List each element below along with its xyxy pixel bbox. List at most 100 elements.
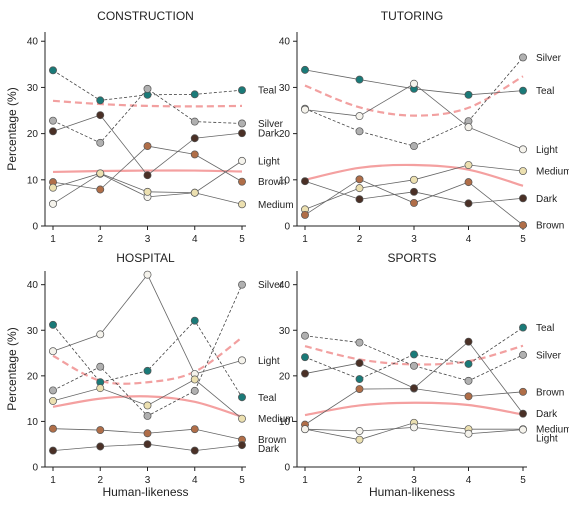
data-point-medium bbox=[96, 384, 105, 393]
data-point-medium bbox=[49, 183, 57, 192]
x-tick-label: 2 bbox=[357, 475, 363, 486]
x-tick-label: 4 bbox=[466, 234, 472, 245]
data-point-brown bbox=[301, 210, 309, 219]
data-point-light bbox=[301, 105, 309, 114]
y-tick-label: 0 bbox=[32, 222, 38, 233]
data-point-silver bbox=[143, 84, 152, 93]
data-point-light bbox=[464, 123, 473, 132]
y-tick-label: 30 bbox=[27, 83, 39, 94]
data-point-light bbox=[355, 112, 364, 121]
data-point-medium bbox=[519, 167, 527, 175]
series-label-dark: Dark bbox=[258, 444, 280, 455]
data-point-medium bbox=[238, 414, 246, 423]
x-tick-label: 3 bbox=[145, 234, 151, 245]
trend-curve-solid bbox=[52, 169, 243, 174]
data-point-silver bbox=[96, 138, 105, 147]
y-tick-label: 40 bbox=[27, 37, 39, 48]
series-label-silver: Silver bbox=[258, 119, 284, 130]
y-tick-label: 10 bbox=[279, 417, 291, 428]
y-tick-label: 40 bbox=[279, 37, 291, 48]
data-point-silver bbox=[410, 361, 418, 370]
data-point-silver bbox=[143, 411, 152, 420]
series-line-brown bbox=[52, 145, 243, 190]
x-tick-label: 3 bbox=[411, 234, 417, 245]
series-label-teal: Teal bbox=[258, 86, 276, 97]
x-axis-label: Human-likeness bbox=[369, 485, 455, 499]
data-point-teal bbox=[410, 350, 418, 359]
data-point-dark bbox=[143, 171, 152, 180]
x-tick-label: 3 bbox=[145, 475, 151, 486]
data-point-medium bbox=[143, 401, 152, 410]
series-line-teal bbox=[52, 320, 243, 398]
panel-title: CONSTRUCTION bbox=[97, 9, 194, 23]
data-point-brown bbox=[464, 392, 473, 401]
x-axis-label: Human-likeness bbox=[102, 485, 188, 499]
data-point-medium bbox=[410, 175, 418, 184]
data-point-medium bbox=[190, 375, 199, 384]
data-point-teal bbox=[49, 66, 57, 75]
data-point-brown bbox=[519, 387, 527, 396]
x-tick-label: 1 bbox=[50, 475, 56, 486]
panel-title: SPORTS bbox=[387, 251, 436, 265]
series-label-brown: Brown bbox=[258, 435, 286, 446]
series-label-dark: Dark bbox=[258, 129, 280, 140]
x-tick-label: 5 bbox=[239, 475, 245, 486]
x-tick-label: 1 bbox=[50, 234, 56, 245]
x-tick-label: 4 bbox=[192, 234, 198, 245]
data-point-light bbox=[238, 356, 246, 365]
data-point-brown bbox=[49, 424, 57, 433]
series-label-brown: Brown bbox=[258, 177, 286, 188]
data-point-dark bbox=[190, 446, 199, 455]
data-point-teal bbox=[238, 86, 246, 95]
y-tick-label: 40 bbox=[279, 280, 291, 291]
series-line-silver bbox=[52, 88, 243, 144]
data-point-light bbox=[355, 427, 364, 435]
series-label-light: Light bbox=[536, 145, 558, 156]
data-point-brown bbox=[519, 221, 527, 230]
data-point-light bbox=[519, 425, 527, 434]
data-point-silver bbox=[190, 386, 199, 395]
data-point-light bbox=[143, 270, 152, 279]
series-label-medium: Medium bbox=[536, 425, 569, 436]
panel-title: HOSPITAL bbox=[116, 251, 175, 265]
data-point-brown bbox=[190, 150, 199, 159]
series-label-medium: Medium bbox=[536, 167, 569, 178]
y-tick-label: 40 bbox=[27, 280, 39, 291]
data-point-teal bbox=[355, 75, 364, 84]
data-point-silver bbox=[238, 280, 246, 289]
data-point-dark bbox=[301, 369, 309, 378]
data-point-brown bbox=[238, 177, 246, 186]
x-tick-label: 2 bbox=[97, 234, 103, 245]
data-point-brown bbox=[190, 425, 199, 434]
data-point-dark bbox=[410, 187, 418, 196]
series-label-dark: Dark bbox=[536, 409, 558, 420]
data-point-dark bbox=[96, 111, 105, 120]
data-point-teal bbox=[519, 323, 527, 332]
chart-panel-hospital: HOSPITAL 0 10 20 30 40 1 2 3 4 5 Percentage (%) Huma… bbox=[5, 251, 294, 499]
data-point-light bbox=[49, 347, 57, 356]
y-tick-label: 30 bbox=[279, 326, 291, 337]
series-label-teal: Teal bbox=[536, 323, 554, 334]
data-point-light bbox=[238, 156, 246, 165]
data-point-silver bbox=[355, 127, 364, 136]
data-point-medium bbox=[464, 161, 473, 169]
y-tick-label: 10 bbox=[279, 175, 291, 186]
series-label-brown: Brown bbox=[536, 387, 564, 398]
data-point-medium bbox=[190, 188, 199, 197]
data-point-silver bbox=[355, 338, 364, 347]
x-tick-label: 5 bbox=[239, 234, 245, 245]
data-point-dark bbox=[49, 127, 57, 136]
data-point-teal bbox=[464, 90, 473, 99]
data-point-silver bbox=[301, 331, 309, 340]
series-label-medium: Medium bbox=[258, 414, 294, 425]
data-point-dark bbox=[238, 441, 246, 450]
series-line-silver bbox=[304, 57, 524, 147]
data-point-light bbox=[464, 429, 473, 438]
data-point-dark bbox=[96, 442, 105, 451]
y-tick-label: 0 bbox=[32, 463, 38, 474]
chart-panel-tutoring: TUTORING 0 10 20 30 40 1 2 3 4 5 Silver Teal Light Med… bbox=[279, 9, 569, 245]
data-point-dark bbox=[355, 195, 364, 204]
data-point-brown bbox=[464, 178, 473, 187]
data-point-medium bbox=[143, 187, 152, 196]
